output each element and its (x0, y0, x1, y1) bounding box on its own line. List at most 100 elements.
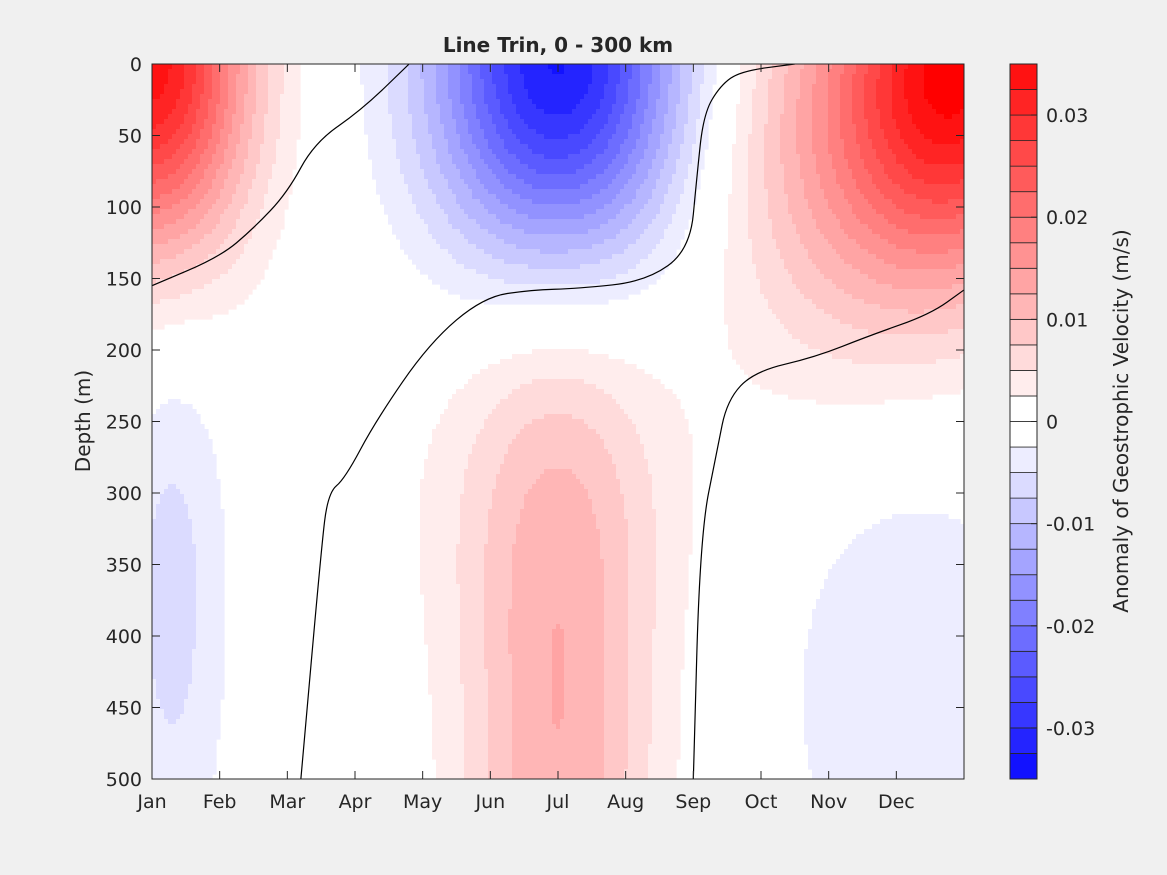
field-cell (296, 119, 301, 125)
field-cell (380, 184, 385, 190)
field-cell (236, 134, 241, 140)
field-cell (948, 94, 953, 100)
field-cell (408, 74, 413, 80)
field-cell (484, 144, 489, 150)
field-cell (204, 179, 209, 185)
field-cell (244, 139, 249, 145)
field-cell (240, 119, 245, 125)
field-cell (404, 89, 409, 95)
field-cell (708, 64, 713, 70)
field-cell (220, 94, 225, 100)
field-cell (756, 134, 761, 140)
field-cell (728, 194, 733, 200)
field-cell (376, 129, 381, 135)
field-cell (880, 84, 885, 90)
field-cell (496, 79, 501, 85)
field-cell (276, 124, 281, 130)
field-cell (272, 149, 277, 155)
field-cell (404, 189, 409, 195)
field-cell (288, 174, 293, 180)
field-cell (868, 89, 873, 95)
field-cell (208, 89, 213, 95)
field-cell (884, 189, 889, 195)
field-cell (252, 194, 257, 200)
field-cell (804, 169, 809, 175)
field-cell (468, 69, 473, 75)
field-cell (676, 84, 681, 90)
field-cell (780, 184, 785, 190)
field-cell (280, 134, 285, 140)
field-cell (924, 109, 929, 115)
field-cell (852, 129, 857, 135)
field-cell (804, 69, 809, 75)
field-cell (924, 84, 929, 90)
field-cell (376, 189, 381, 195)
field-cell (248, 159, 253, 165)
field-cell (736, 159, 741, 165)
field-cell (292, 84, 297, 90)
field-cell (632, 179, 637, 185)
field-cell (688, 124, 693, 130)
field-cell (816, 164, 821, 170)
field-cell (820, 99, 825, 105)
field-cell (808, 179, 813, 185)
field-cell (276, 119, 281, 125)
field-cell (608, 129, 613, 135)
field-cell (780, 174, 785, 180)
field-cell (812, 174, 817, 180)
field-cell (452, 184, 457, 190)
field-cell (208, 69, 213, 75)
field-cell (224, 174, 229, 180)
field-cell (828, 79, 833, 85)
field-cell (756, 89, 761, 95)
field-cell (836, 69, 841, 75)
field-cell (848, 169, 853, 175)
field-cell (628, 74, 633, 80)
field-cell (660, 104, 665, 110)
field-cell (476, 109, 481, 115)
field-cell (788, 94, 793, 100)
field-cell (468, 99, 473, 105)
field-cell (796, 124, 801, 130)
chart-title: Line Trin, 0 - 300 km (443, 33, 673, 57)
field-cell (772, 94, 777, 100)
field-cell (396, 154, 401, 160)
field-cell (740, 144, 745, 150)
field-cell (612, 104, 617, 110)
field-cell (880, 144, 885, 150)
field-cell (260, 194, 265, 200)
field-cell (448, 184, 453, 190)
field-cell (660, 194, 665, 200)
field-cell (792, 124, 797, 130)
field-cell (924, 144, 929, 150)
field-cell (908, 144, 913, 150)
field-cell (936, 194, 941, 200)
field-cell (448, 199, 453, 205)
field-cell (456, 104, 461, 110)
field-cell (544, 179, 549, 185)
field-cell (836, 159, 841, 165)
field-cell (792, 144, 797, 150)
field-cell (816, 149, 821, 155)
field-cell (212, 104, 217, 110)
field-cell (268, 179, 273, 185)
field-cell (904, 109, 909, 115)
field-cell (560, 119, 565, 125)
field-cell (452, 149, 457, 155)
field-cell (812, 194, 817, 200)
field-cell (260, 89, 265, 95)
field-cell (788, 129, 793, 135)
field-cell (252, 104, 257, 110)
field-cell (584, 69, 589, 75)
field-cell (684, 99, 689, 105)
field-cell (464, 164, 469, 170)
field-cell (616, 129, 621, 135)
field-cell (876, 189, 881, 195)
field-cell (608, 109, 613, 115)
field-cell (544, 79, 549, 85)
field-cell (812, 179, 817, 185)
field-cell (212, 169, 217, 175)
field-cell (860, 194, 865, 200)
field-cell (844, 94, 849, 100)
field-cell (868, 159, 873, 165)
